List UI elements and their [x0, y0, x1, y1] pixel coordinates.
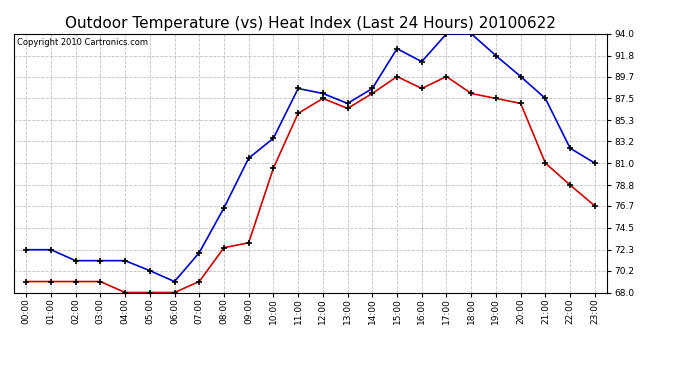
Text: Copyright 2010 Cartronics.com: Copyright 2010 Cartronics.com — [17, 38, 148, 46]
Title: Outdoor Temperature (vs) Heat Index (Last 24 Hours) 20100622: Outdoor Temperature (vs) Heat Index (Las… — [65, 16, 556, 31]
